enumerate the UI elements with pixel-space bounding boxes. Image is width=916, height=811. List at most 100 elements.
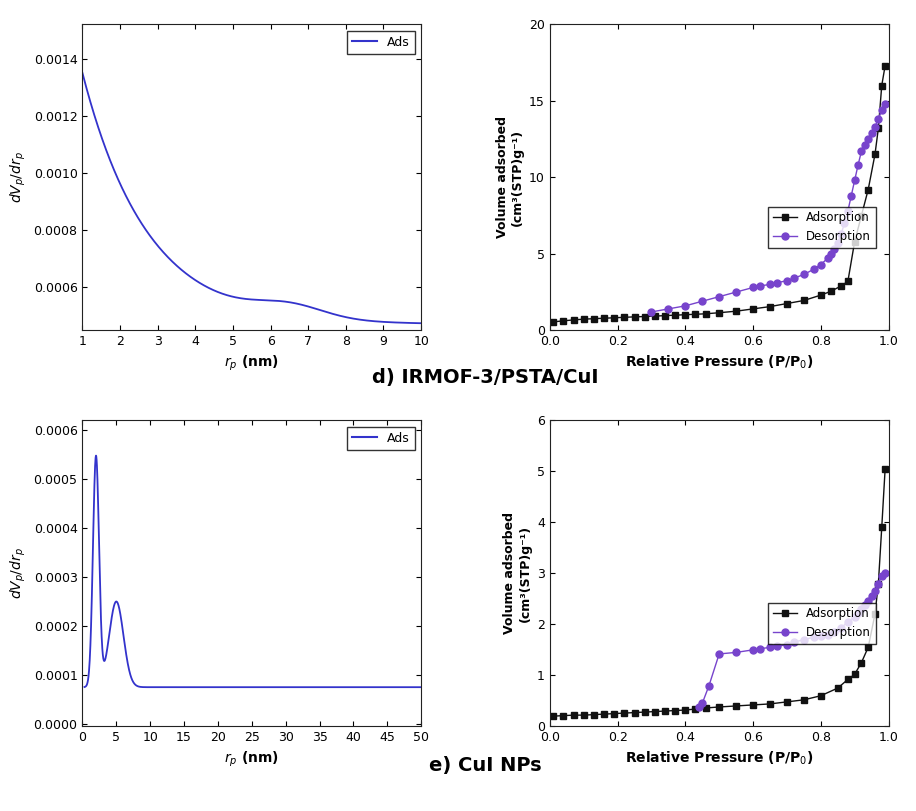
Desorption [747, 282, 758, 292]
Adsorption [849, 237, 860, 247]
Adsorption [629, 708, 640, 718]
Desorption [663, 304, 674, 314]
Adsorption [873, 123, 884, 133]
Desorption [754, 281, 765, 291]
Adsorption [680, 705, 691, 714]
Adsorption [558, 710, 569, 720]
Desorption [646, 307, 657, 317]
Desorption [765, 280, 776, 290]
Legend: Ads: Ads [347, 427, 415, 449]
Desorption [771, 642, 782, 651]
Desorption [879, 99, 890, 109]
Desorption [829, 627, 840, 637]
Desorption [843, 617, 854, 627]
Desorption [822, 629, 833, 639]
Desorption [833, 238, 844, 248]
Adsorption [856, 658, 867, 667]
Adsorption [877, 80, 888, 90]
Adsorption [660, 311, 671, 320]
Desorption [815, 631, 826, 641]
Adsorption [598, 313, 609, 323]
Adsorption [629, 312, 640, 322]
Adsorption [690, 309, 701, 319]
Desorption [873, 114, 884, 124]
Adsorption [714, 308, 725, 318]
Desorption [839, 218, 850, 228]
Desorption [877, 105, 888, 115]
Adsorption [843, 277, 854, 286]
Adsorption [578, 315, 589, 324]
Adsorption [849, 669, 860, 679]
Adsorption [747, 700, 758, 710]
Desorption [714, 292, 725, 302]
Desorption [781, 640, 792, 650]
Desorption [754, 644, 765, 654]
Adsorption [833, 683, 844, 693]
Adsorption [558, 316, 569, 326]
Adsorption [680, 310, 691, 320]
Desorption [788, 637, 799, 647]
Adsorption [863, 185, 874, 195]
Adsorption [869, 609, 880, 619]
Legend: Adsorption, Desorption: Adsorption, Desorption [769, 603, 876, 644]
Adsorption [873, 579, 884, 589]
Line: Adsorption: Adsorption [551, 62, 889, 325]
Adsorption [877, 522, 888, 532]
Adsorption [856, 211, 867, 221]
Desorption [849, 175, 860, 185]
Text: d) IRMOF-3/PSTA/CuI: d) IRMOF-3/PSTA/CuI [372, 368, 599, 387]
Adsorption [649, 706, 660, 716]
Adsorption [869, 149, 880, 159]
Desorption [867, 128, 878, 138]
X-axis label: $r_p$ (nm): $r_p$ (nm) [224, 749, 279, 769]
Desorption [781, 276, 792, 285]
Desorption [863, 597, 874, 607]
Adsorption [670, 311, 681, 320]
Desorption [829, 244, 840, 254]
Adsorption [799, 695, 810, 705]
Desorption [731, 287, 742, 297]
Y-axis label: Volume adsorbed
(cm³(STP)g⁻¹): Volume adsorbed (cm³(STP)g⁻¹) [504, 513, 531, 634]
Desorption [835, 229, 846, 238]
Adsorption [781, 697, 792, 706]
Adsorption [799, 296, 810, 306]
Desorption [873, 579, 884, 589]
Adsorption [548, 711, 559, 721]
Desorption [863, 134, 874, 144]
Adsorption [825, 286, 836, 296]
Desorption [747, 645, 758, 654]
Adsorption [609, 709, 620, 719]
Desorption [703, 680, 714, 690]
Adsorption [548, 317, 559, 327]
Desorption [799, 269, 810, 279]
Adsorption [747, 304, 758, 314]
Line: Desorption: Desorption [648, 101, 889, 315]
Adsorption [588, 314, 599, 324]
Desorption [869, 586, 880, 596]
Adsorption [879, 464, 890, 474]
Adsorption [700, 309, 711, 319]
Adsorption [781, 298, 792, 308]
Adsorption [731, 701, 742, 710]
Adsorption [714, 702, 725, 712]
Adsorption [843, 675, 854, 684]
Desorption [822, 254, 833, 264]
Desorption [788, 273, 799, 283]
Y-axis label: Volume adsorbed
(cm³(STP)g⁻¹): Volume adsorbed (cm³(STP)g⁻¹) [496, 116, 524, 238]
Adsorption [568, 710, 579, 720]
Adsorption [879, 61, 890, 71]
Desorption [809, 633, 820, 642]
Desorption [879, 569, 890, 578]
Desorption [815, 260, 826, 269]
Desorption [845, 191, 856, 200]
Legend: Ads: Ads [347, 31, 415, 54]
Adsorption [863, 642, 874, 652]
Adsorption [815, 691, 826, 701]
Adsorption [619, 312, 630, 322]
Adsorption [700, 703, 711, 713]
Adsorption [835, 281, 846, 291]
Desorption [859, 600, 870, 610]
Adsorption [578, 710, 589, 720]
Adsorption [639, 311, 650, 321]
Y-axis label: $dV_p/dr_p$: $dV_p/dr_p$ [9, 547, 28, 599]
